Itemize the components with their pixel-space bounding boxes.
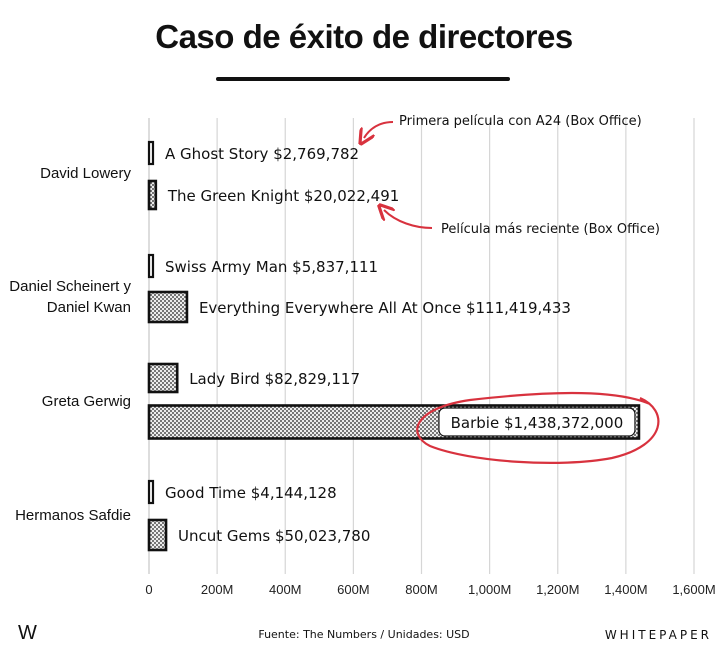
x-tick-label: 600M (337, 582, 370, 597)
bar-label: A Ghost Story $2,769,782 (165, 145, 359, 163)
bar-label: The Green Knight $20,022,491 (167, 187, 399, 205)
brand-name: WHITEPAPER (604, 628, 712, 642)
chart-title: Caso de éxito de directores (155, 18, 573, 55)
x-tick-label: 1,400M (604, 582, 647, 597)
group-label: Greta Gerwig (42, 393, 131, 410)
bar-swiss-army-man (147, 253, 155, 279)
title-underline (216, 77, 510, 81)
bar-uncut-gems (147, 518, 168, 552)
group-label: Hermanos Safdie (15, 507, 131, 524)
group-label: Daniel Scheinert y Daniel Kwan (9, 278, 131, 316)
annotation-arrow (364, 121, 394, 138)
whitepaper-logo: W (18, 622, 37, 644)
annotation-arrow (384, 210, 433, 229)
x-tick-label: 1,600M (672, 582, 715, 597)
x-tick-label: 1,200M (536, 582, 579, 597)
x-tick-label: 400M (269, 582, 302, 597)
source-note: Fuente: The Numbers / Unidades: USD (258, 628, 470, 641)
bar-label: Everything Everywhere All At Once $111,4… (199, 299, 571, 317)
x-tick-label: 200M (201, 582, 234, 597)
x-tick-label: 0 (145, 582, 152, 597)
annotation-first-a24-film: Primera película con A24 (Box Office) (399, 114, 642, 129)
bar-label: Uncut Gems $50,023,780 (178, 527, 370, 545)
highlight-circle (416, 391, 660, 464)
bar-label: Swiss Army Man $5,837,111 (165, 258, 378, 276)
x-tick-label: 1,000M (468, 582, 511, 597)
bar-good-time (147, 479, 155, 505)
bar-a-ghost-story (147, 140, 155, 166)
bar-lady-bird (147, 362, 179, 394)
bar-the-green-knight (147, 179, 158, 211)
barbie-label-box (438, 407, 636, 437)
annotation-latest-film: Película más reciente (Box Office) (441, 222, 660, 237)
bar-label: Barbie $1,438,372,000 (451, 414, 624, 432)
x-tick-label: 800M (405, 582, 438, 597)
bar-everything-everywhere-all-at-once (147, 290, 189, 324)
bar-label: Lady Bird $82,829,117 (189, 370, 360, 388)
group-label: David Lowery (40, 165, 131, 182)
bar-label: Good Time $4,144,128 (165, 484, 337, 502)
